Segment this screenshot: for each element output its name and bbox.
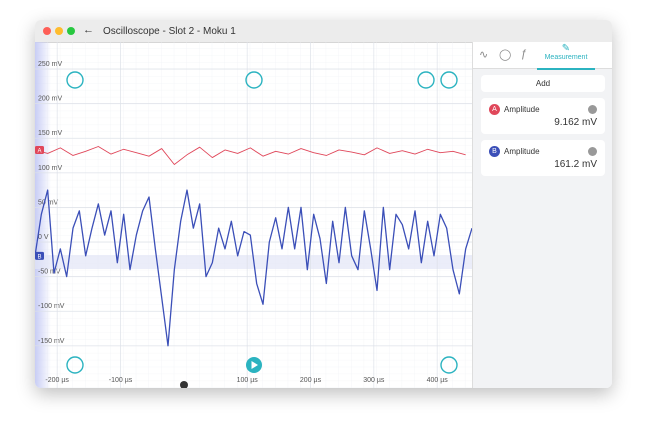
- x-tick-label: 300 µs: [363, 377, 385, 384]
- menu-button[interactable]: [66, 71, 84, 89]
- y-tick-label: 200 mV: [38, 96, 62, 103]
- y-tick-label: 150 mV: [38, 130, 62, 137]
- trace: [35, 146, 466, 165]
- x-tick-label: -200 µs: [45, 377, 69, 384]
- play-icon: [251, 361, 258, 369]
- minor-grid: [35, 42, 472, 388]
- minimize-button[interactable]: [55, 27, 63, 35]
- y-tick-label: -150 mV: [38, 338, 65, 345]
- title-bar: ← Oscilloscope - Slot 2 - Moku 1: [35, 20, 612, 43]
- tab-icon[interactable]: ƒ: [521, 48, 528, 60]
- tab-measurement[interactable]: ✎ Measurement: [537, 42, 595, 70]
- trigger-marker[interactable]: [180, 381, 188, 388]
- grid-button[interactable]: [66, 356, 84, 374]
- generator-button[interactable]: [440, 356, 458, 374]
- measurement-value: 9.162 mV: [554, 117, 597, 128]
- measurement-card[interactable]: B Amplitude 161.2 mV: [481, 140, 605, 176]
- trace: [35, 189, 472, 347]
- y-tick-label: 250 mV: [38, 61, 62, 68]
- y-tick-label: 100 mV: [38, 165, 62, 172]
- back-button[interactable]: ←: [83, 24, 94, 36]
- close-button[interactable]: [43, 27, 51, 35]
- channel-marker: [35, 251, 44, 260]
- measurement-label: Amplitude: [504, 147, 540, 156]
- measurement-label: Amplitude: [504, 105, 540, 114]
- side-panel: ∿ ◯ ƒ ✎ Measurement Add A Amplitude 9.162 …: [472, 42, 612, 388]
- channel-marker-label: B: [37, 254, 41, 260]
- y-tick-label: -100 mV: [38, 303, 65, 310]
- add-button[interactable]: Add: [481, 75, 605, 92]
- x-tick-label: 100 µs: [237, 377, 259, 384]
- remove-button[interactable]: [588, 105, 597, 114]
- measurement-value: 161.2 mV: [554, 159, 597, 170]
- tab-icon[interactable]: ∿: [479, 49, 489, 61]
- zoom-tool[interactable]: [417, 71, 435, 89]
- zoom-button[interactable]: [67, 27, 75, 35]
- tab-icon[interactable]: ◯: [499, 49, 512, 61]
- tab-bar: ∿ ◯ ƒ ✎ Measurement: [473, 42, 612, 70]
- channel-badge: B: [489, 146, 500, 157]
- y-tick-label: 0 V: [38, 234, 49, 241]
- channel-marker: [35, 145, 44, 154]
- app-window: ← Oscilloscope - Slot 2 - Moku 1 250 mV 2…: [35, 20, 612, 388]
- remove-button[interactable]: [588, 147, 597, 156]
- cloud-button[interactable]: [245, 71, 263, 89]
- window-title: Oscilloscope - Slot 2 - Moku 1: [103, 26, 236, 37]
- channel-marker-label: A: [37, 148, 41, 154]
- autoscale-button[interactable]: [440, 71, 458, 89]
- x-tick-label: 200 µs: [300, 377, 322, 384]
- measurement-card[interactable]: A Amplitude 9.162 mV: [481, 98, 605, 134]
- y-tick-label: -50 mV: [38, 269, 61, 276]
- edge-shade: [35, 42, 51, 388]
- tab-label: Measurement: [544, 54, 588, 61]
- channel-badge: A: [489, 104, 500, 115]
- x-tick-label: -100 µs: [109, 377, 133, 384]
- x-tick-label: 400 µs: [427, 377, 449, 384]
- measurement-list: A Amplitude 9.162 mV B Amplitude 161.2 mV: [473, 98, 612, 176]
